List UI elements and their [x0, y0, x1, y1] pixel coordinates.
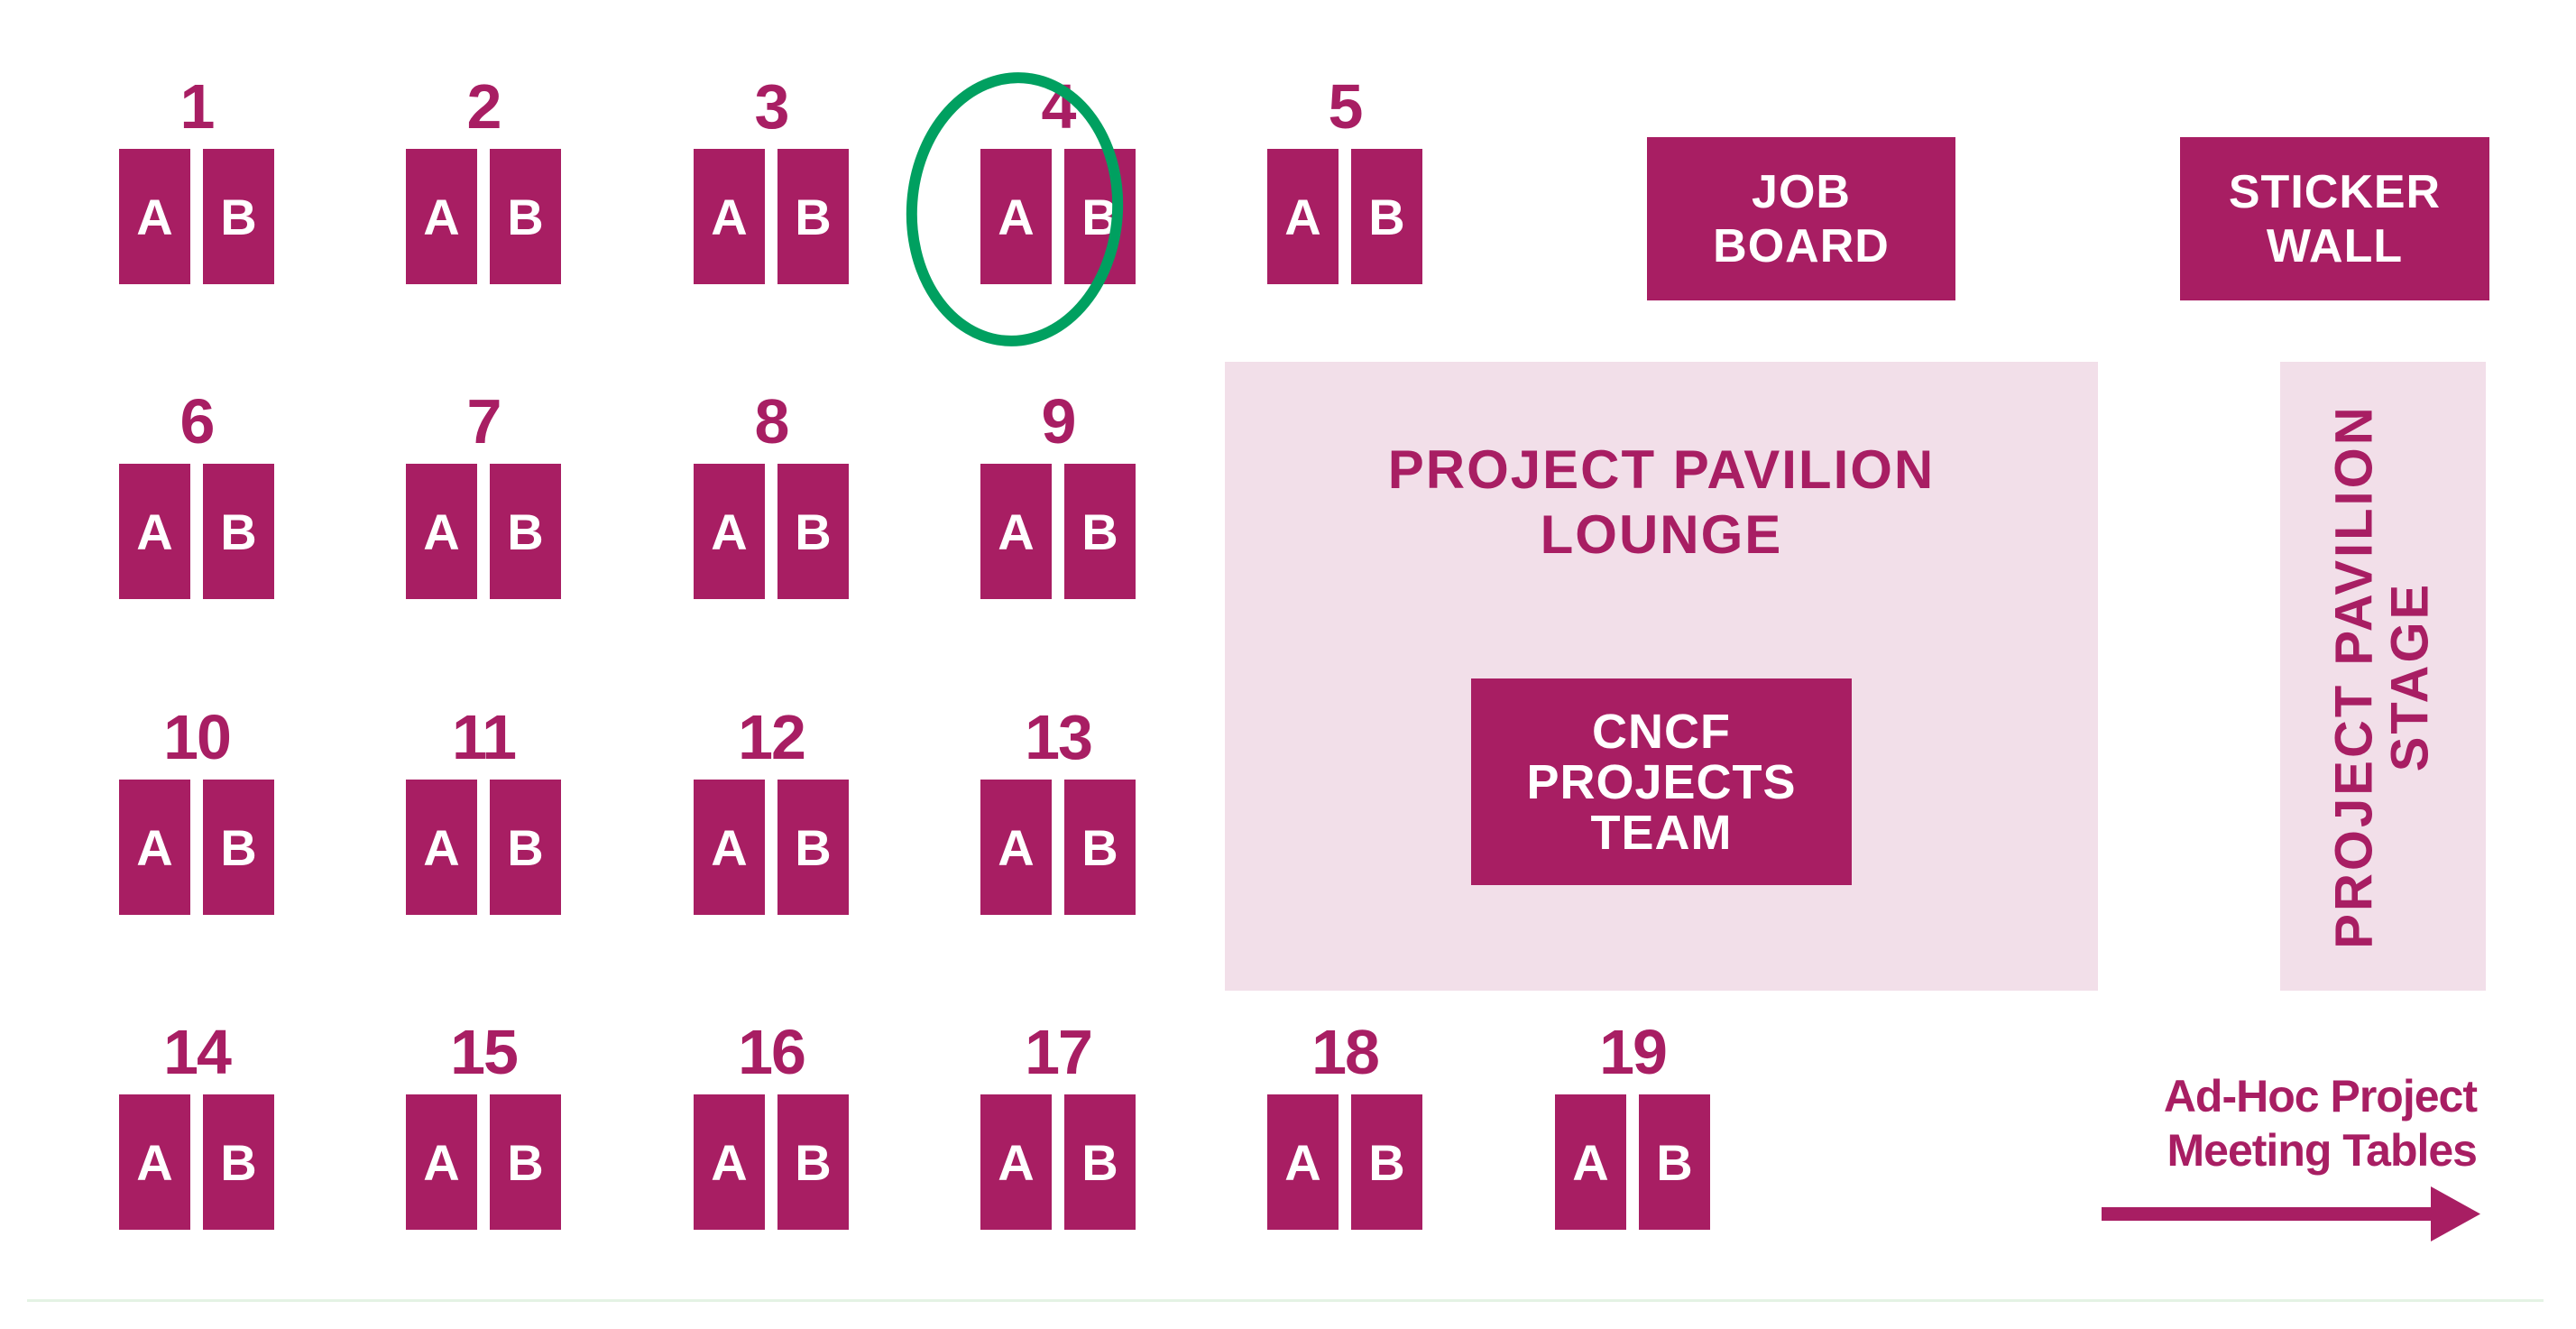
divider: [27, 1299, 2544, 1302]
lounge-title-line1: PROJECT PAVILION: [1387, 439, 1936, 500]
cncf-line3: TEAM: [1590, 805, 1733, 860]
booth-side-b[interactable]: B: [777, 1094, 849, 1230]
job-board-line1: JOB: [1752, 165, 1851, 218]
project-pavilion-lounge[interactable]: [1225, 362, 2098, 991]
booth-number: 16: [738, 1017, 806, 1087]
booth-side-b[interactable]: B: [1351, 149, 1422, 284]
booth-side-a[interactable]: A: [119, 464, 190, 599]
arrow-right-icon: [2102, 1186, 2480, 1241]
booth-side-b[interactable]: B: [490, 1094, 561, 1230]
lounge-title-line2: LOUNGE: [1540, 504, 1783, 565]
lounge-title: PROJECT PAVILION LOUNGE: [1225, 438, 2098, 568]
booth-side-a[interactable]: A: [1555, 1094, 1626, 1230]
booth-number: 13: [1025, 702, 1093, 772]
booth-side-a[interactable]: A: [1267, 1094, 1339, 1230]
booth-side-a[interactable]: A: [406, 1094, 477, 1230]
job-board-line2: BOARD: [1713, 219, 1890, 272]
sticker-wall[interactable]: STICKER WALL: [2180, 137, 2489, 300]
booth-number: 8: [754, 386, 790, 457]
booth-number: 10: [163, 702, 232, 772]
booth-side-b[interactable]: B: [490, 464, 561, 599]
booth-side-a[interactable]: A: [694, 464, 765, 599]
sticker-wall-line2: WALL: [2266, 219, 2404, 272]
adhoc-line2: Meeting Tables: [2167, 1125, 2478, 1176]
booth-number: 15: [450, 1017, 519, 1087]
stage-title-line1: PROJECT PAVILION: [2325, 403, 2384, 949]
booth-side-a[interactable]: A: [406, 149, 477, 284]
booth-side-b[interactable]: B: [1064, 149, 1136, 284]
adhoc-meeting-tables-label: Ad-Hoc Project Meeting Tables: [2075, 1069, 2478, 1177]
booth-side-b[interactable]: B: [1639, 1094, 1710, 1230]
booth-side-a[interactable]: A: [980, 149, 1052, 284]
booth-number: 6: [179, 386, 216, 457]
booth-number: 1: [179, 71, 216, 142]
booth-side-b[interactable]: B: [203, 1094, 274, 1230]
stage-title: PROJECT PAVILION STAGE: [2280, 362, 2486, 991]
booth-side-b[interactable]: B: [203, 780, 274, 915]
booth-number: 2: [466, 71, 502, 142]
booth-side-a[interactable]: A: [406, 780, 477, 915]
booth-number: 14: [163, 1017, 232, 1087]
booth-number: 18: [1311, 1017, 1380, 1087]
booth-side-a[interactable]: A: [119, 780, 190, 915]
booth-side-b[interactable]: B: [777, 780, 849, 915]
booth-number: 11: [452, 702, 517, 772]
booth-side-a[interactable]: A: [406, 464, 477, 599]
booth-side-b[interactable]: B: [1064, 1094, 1136, 1230]
booth-number: 3: [754, 71, 790, 142]
booth-side-a[interactable]: A: [980, 464, 1052, 599]
booth-side-a[interactable]: A: [980, 1094, 1052, 1230]
adhoc-line1: Ad-Hoc Project: [2163, 1071, 2478, 1121]
booth-number: 4: [1041, 71, 1077, 142]
booth-side-b[interactable]: B: [777, 149, 849, 284]
booth-side-b[interactable]: B: [777, 464, 849, 599]
sticker-wall-line1: STICKER: [2228, 165, 2442, 218]
booth-number: 9: [1041, 386, 1077, 457]
booth-side-a[interactable]: A: [980, 780, 1052, 915]
booth-number: 12: [738, 702, 806, 772]
booth-side-a[interactable]: A: [1267, 149, 1339, 284]
booth-side-b[interactable]: B: [1064, 780, 1136, 915]
job-board[interactable]: JOB BOARD: [1647, 137, 1955, 300]
booth-number: 19: [1599, 1017, 1668, 1087]
booth-side-a[interactable]: A: [694, 149, 765, 284]
booth-side-b[interactable]: B: [203, 464, 274, 599]
booth-number: 7: [466, 386, 502, 457]
booth-side-b[interactable]: B: [490, 149, 561, 284]
cncf-line2: PROJECTS: [1526, 754, 1797, 809]
booth-side-b[interactable]: B: [1064, 464, 1136, 599]
booth-side-a[interactable]: A: [119, 149, 190, 284]
booth-number: 5: [1328, 71, 1364, 142]
booth-number: 17: [1025, 1017, 1093, 1087]
booth-side-b[interactable]: B: [490, 780, 561, 915]
cncf-line1: CNCF: [1592, 704, 1731, 759]
booth-side-a[interactable]: A: [694, 780, 765, 915]
stage-title-line2: STAGE: [2381, 581, 2440, 771]
cncf-projects-team[interactable]: CNCF PROJECTS TEAM: [1471, 678, 1852, 885]
booth-side-a[interactable]: A: [119, 1094, 190, 1230]
project-pavilion-stage[interactable]: [2280, 362, 2486, 991]
booth-side-a[interactable]: A: [694, 1094, 765, 1230]
booth-side-b[interactable]: B: [1351, 1094, 1422, 1230]
booth-side-b[interactable]: B: [203, 149, 274, 284]
